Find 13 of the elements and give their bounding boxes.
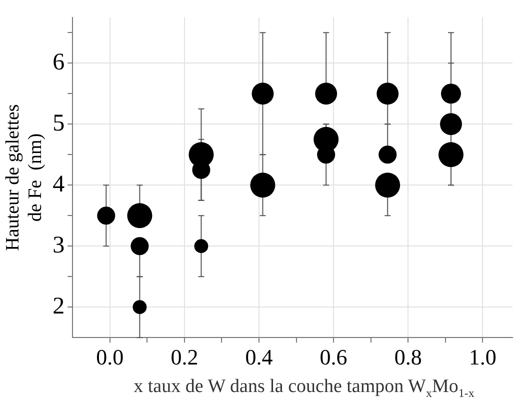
- x-tick-label: 0.0: [96, 344, 124, 370]
- y-axis-title: Hauteur de galettes de Fe (nm): [2, 104, 46, 251]
- x-tick-label: 0.8: [394, 344, 422, 370]
- x-tick-label: 0.4: [245, 344, 273, 370]
- y-tick-label: 6: [52, 49, 65, 76]
- x-tick-label: 0.6: [320, 344, 348, 370]
- y-tick-label: 5: [52, 110, 65, 136]
- x-axis-title: x taux de W dans la couche tampon W$_{x}$Mo$_{1-x}$: [132, 376, 476, 401]
- x-tick-label: 0.2: [170, 344, 198, 370]
- y-tick-label: 3: [52, 232, 65, 258]
- x-tick-label: 1.0: [468, 344, 496, 370]
- y-tick-label: 2: [52, 293, 65, 320]
- y-tick-label: 4: [52, 171, 65, 198]
